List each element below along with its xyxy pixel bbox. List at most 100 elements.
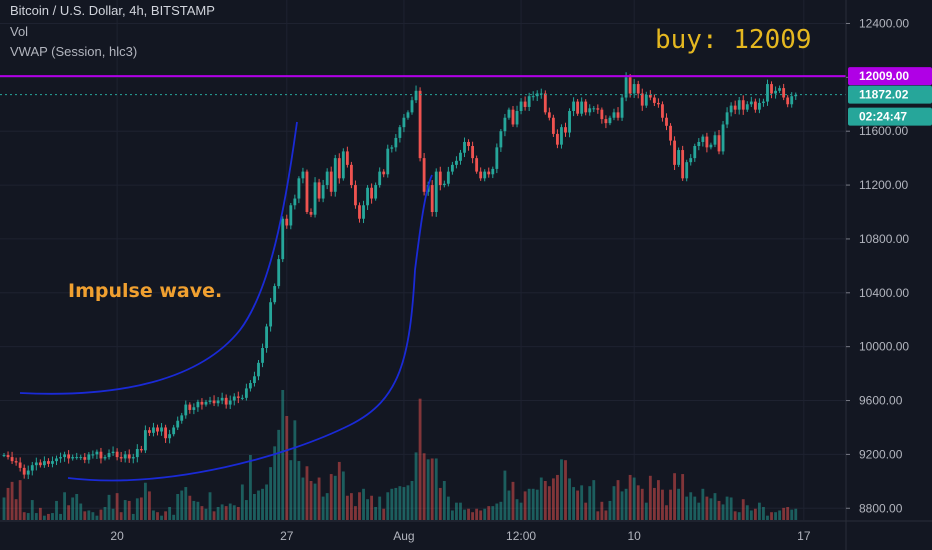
candle-body xyxy=(22,467,26,475)
volume-bar xyxy=(333,475,337,520)
volume-bar xyxy=(697,502,701,520)
buy-annotation: buy: 12009 xyxy=(655,25,812,55)
candle-body xyxy=(741,100,745,110)
candle-body xyxy=(479,171,483,179)
volume-bar xyxy=(184,487,188,520)
candle-body xyxy=(414,90,418,101)
candle-body xyxy=(677,150,681,165)
candle-body xyxy=(386,148,390,175)
time-tick-label: Aug xyxy=(393,529,414,543)
volume-bar xyxy=(717,500,721,520)
candle-body xyxy=(475,158,479,172)
volume-bar xyxy=(212,511,216,520)
volume-bar xyxy=(370,495,374,520)
wave-curve-right xyxy=(67,174,433,482)
candle-body xyxy=(329,171,333,192)
volume-bar xyxy=(535,489,539,520)
volume-bar xyxy=(705,496,709,520)
candle-body xyxy=(661,104,664,118)
volume-bar xyxy=(188,495,192,520)
volume-bar xyxy=(572,487,575,520)
candle-body xyxy=(301,171,305,179)
candle-body xyxy=(59,457,62,459)
volume-bar xyxy=(689,492,693,520)
candle-body xyxy=(697,141,701,147)
volume-bar xyxy=(434,458,438,520)
volume-bar xyxy=(430,458,434,520)
volume-bar xyxy=(26,513,30,520)
volume-bar xyxy=(446,496,450,520)
candle-body xyxy=(685,162,689,179)
volume-bar xyxy=(156,512,159,520)
volume-bar xyxy=(30,500,34,520)
candle-body xyxy=(430,185,434,212)
candle-body xyxy=(539,93,543,95)
volume-bar xyxy=(766,515,769,520)
volume-bar xyxy=(192,500,196,520)
candle-body xyxy=(131,457,135,459)
candle-body xyxy=(156,427,159,432)
candle-body xyxy=(47,461,50,464)
candle-body xyxy=(164,427,167,439)
candle-body xyxy=(220,397,224,401)
candle-body xyxy=(467,141,470,147)
volume-bar xyxy=(362,488,365,520)
volume-bar xyxy=(119,512,123,520)
candle-body xyxy=(572,101,575,111)
volume-bar xyxy=(135,498,139,520)
volume-bar xyxy=(382,508,386,520)
candle-body xyxy=(507,109,511,118)
candle-body xyxy=(265,326,268,349)
volume-bar xyxy=(487,506,491,520)
volume-bar xyxy=(240,484,244,520)
volume-bar xyxy=(539,477,543,520)
volume-bar xyxy=(305,466,309,520)
volume-bar xyxy=(652,487,656,520)
candle-body xyxy=(790,96,794,105)
volume-bar xyxy=(576,490,580,520)
last-price-badge: 11872.02 xyxy=(848,85,932,104)
volume-bar xyxy=(499,501,503,520)
volume-bar xyxy=(757,502,761,520)
volume-bar xyxy=(152,510,155,520)
candle-body xyxy=(560,127,563,145)
volume-bar xyxy=(216,507,220,520)
volume-bar xyxy=(103,507,107,520)
volume-bar xyxy=(79,503,83,520)
candle-body xyxy=(652,97,656,103)
volume-bar xyxy=(95,515,99,520)
candle-body xyxy=(34,462,38,466)
volume-bar xyxy=(172,514,176,520)
countdown-badge: 02:24:47 xyxy=(848,107,932,126)
volume-bar xyxy=(224,506,228,520)
volume-bar xyxy=(782,507,786,520)
candle-body xyxy=(584,101,588,113)
volume-bar xyxy=(455,502,458,520)
candle-body xyxy=(673,140,676,165)
candle-body xyxy=(523,101,527,107)
wave-curve-left xyxy=(19,121,298,395)
volume-bar xyxy=(18,480,22,520)
volume-bar xyxy=(232,505,236,520)
price-tick-label: 9200.00 xyxy=(859,447,903,461)
volume-bar xyxy=(200,506,204,520)
volume-bar xyxy=(721,504,725,520)
volume-bar xyxy=(471,512,475,520)
volume-bar xyxy=(741,499,745,520)
symbol-title: Bitcoin / U.S. Dollar, 4h, BITSTAMP xyxy=(10,3,215,18)
volume-bar xyxy=(390,488,394,520)
volume-bar xyxy=(228,503,232,520)
volume-bar xyxy=(620,491,624,520)
volume-bar xyxy=(503,470,507,520)
candle-body xyxy=(604,119,608,124)
candle-body xyxy=(362,205,365,219)
candle-body xyxy=(721,124,725,152)
volume-bar xyxy=(612,486,616,520)
volume-bar xyxy=(588,486,592,520)
volume-bar xyxy=(685,496,689,520)
volume-bar xyxy=(366,499,369,520)
candle-body xyxy=(762,101,765,103)
volume-bar xyxy=(317,477,321,520)
